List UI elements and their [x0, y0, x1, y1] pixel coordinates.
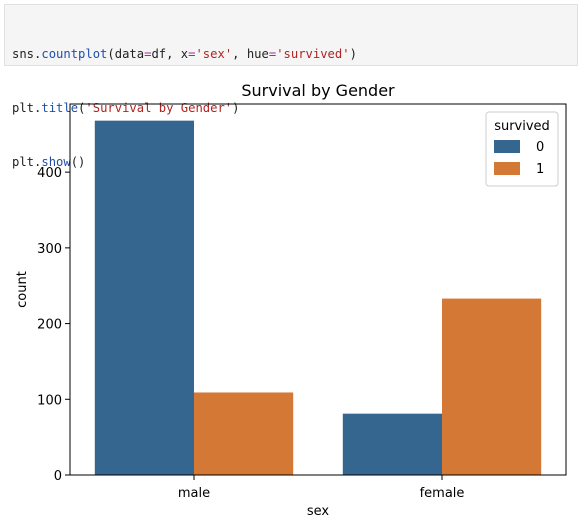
code-token: = [188, 47, 196, 61]
x-tick-label: female [420, 486, 465, 501]
code-token: ) [232, 101, 240, 115]
plot-frame [69, 103, 567, 476]
y-tick-label: 200 [37, 318, 62, 333]
chart-title: Survival by Gender [241, 81, 395, 100]
legend-swatch [494, 140, 520, 153]
legend-title: survived [494, 119, 550, 134]
code-token: . [34, 155, 42, 169]
code-token: sns [12, 47, 35, 61]
y-tick-label: 100 [37, 393, 62, 408]
code-token: plt [12, 155, 35, 169]
code-token: . [34, 101, 42, 115]
code-token: countplot [41, 47, 108, 61]
code-token: title [41, 101, 79, 115]
bar [194, 392, 294, 475]
code-token: show [41, 155, 71, 169]
y-tick-label: 300 [37, 242, 62, 257]
legend-label: 1 [536, 162, 544, 177]
y-tick-label: 400 [37, 166, 62, 181]
y-tick-label: 0 [54, 469, 62, 484]
bar [442, 298, 542, 475]
legend-swatch [494, 162, 520, 175]
code-line: plt.show() [12, 153, 570, 171]
code-token: = [144, 47, 152, 61]
code-token: (data [107, 47, 145, 61]
code-token: . [34, 47, 42, 61]
code-token: ) [349, 47, 357, 61]
code-token: df, x [151, 47, 189, 61]
bar-chart: Survival by Gender 0 100 200 300 400 male femal… [15, 81, 567, 519]
code-line: sns.countplot(data=df, x='sex', hue='sur… [12, 45, 570, 63]
code-token: = [268, 47, 277, 61]
bar [342, 413, 442, 475]
code-token: plt [12, 101, 35, 115]
bar [94, 120, 194, 476]
x-axis-label: sex [307, 504, 330, 519]
x-tick-label: male [178, 486, 210, 501]
code-cell[interactable]: sns.countplot(data=df, x='sex', hue='sur… [4, 4, 578, 169]
y-axis-label: count [15, 271, 30, 308]
code-token: 'survived' [276, 47, 350, 61]
code-token: ( [78, 101, 86, 115]
legend-label: 0 [536, 140, 544, 155]
code-token: , hue [232, 47, 269, 61]
code-token: 'sex' [195, 47, 233, 61]
code-token: () [70, 155, 86, 169]
